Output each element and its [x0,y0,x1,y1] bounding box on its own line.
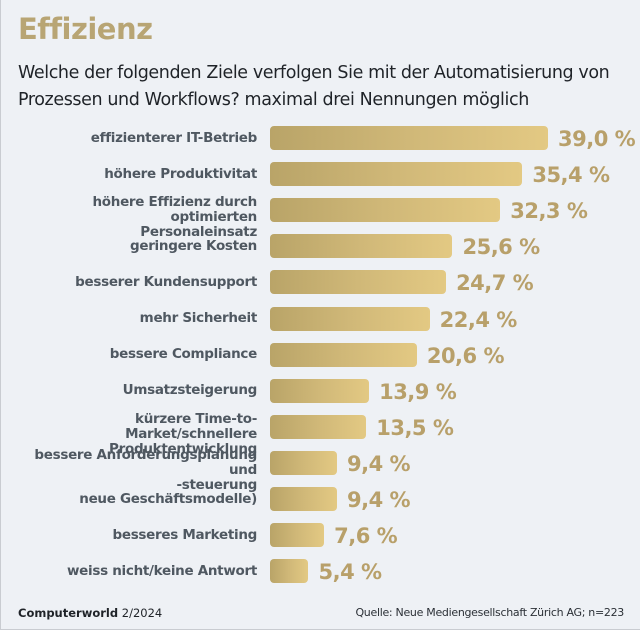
category-label-line: bessere Anforderungsplanung und [34,446,257,478]
bar [270,162,523,187]
category-label-line: neue Geschäftsmodelle) [79,490,257,507]
category-label-line: -steuerung [176,476,257,493]
value-label: 35,4 % [532,163,610,188]
category-label: effizienterer IT-Betrieb [7,129,258,146]
category-label: neue Geschäftsmodelle) [7,490,257,507]
bar [270,270,447,295]
category-label-line: Personaleinsatz [140,224,257,241]
category-label-line: bessere Compliance [109,346,258,363]
category-label-line: weiss nicht/keine Antwort [67,562,257,579]
value-label: 9,4 % [347,451,411,476]
bar [270,450,337,475]
category-label-line: höhere Effizienz durch optimierten [92,194,257,226]
bar [270,414,367,439]
chart-title: Effizienz [18,12,153,46]
category-label: Umsatzsteigerung [7,382,258,399]
value-label: 22,4 % [439,307,518,332]
category-label-line: besserer Kundensupport [75,273,257,290]
category-label-line: besseres Marketing [112,526,257,543]
category-label-line: kürzere Time-to-Market/schnellere [125,410,257,442]
value-label: 20,6 % [426,343,505,368]
category-label-line: mehr Sicherheit [139,310,258,326]
category-label-line: effizienterer IT-Betrieb [90,129,258,146]
category-label: besseres Marketing [7,526,257,543]
value-label: 13,9 % [379,379,457,404]
value-label: 32,3 % [510,199,588,224]
value-label: 13,5 % [376,415,454,440]
category-label: geringere Kosten [7,237,257,254]
bar [270,306,430,331]
bar [270,378,370,403]
category-label: höhere Produktivitat [7,165,257,182]
chart-subtitle: Welche der folgenden Ziele verfolgen Sie… [18,63,610,110]
value-label: 24,7 % [456,271,534,296]
source-note: Quelle: Neue Mediengesellschaft Zürich A… [355,606,624,619]
category-label: höhere Effizienz durch optimierten Person… [7,195,257,240]
bar [270,234,453,259]
category-label: besserer Kundensupport [7,273,257,290]
publication-name: Computerworld [18,606,119,620]
category-label: kürzere Time-to-Market/schnellere Produkt… [7,410,257,457]
value-label: 5,4 % [318,560,382,585]
category-label: bessere Compliance [7,346,258,363]
value-label: 7,6 % [334,524,398,549]
category-label: mehr Sicherheit [7,310,258,326]
publication-credit: Computerworld 2/2024 [18,606,162,620]
category-label: bessere Anforderungsplanung und -steuerun… [7,446,257,493]
value-label: 39,0 % [558,127,636,151]
category-label-line: Produktentwicklung [109,440,257,457]
value-label: 25,6 % [462,235,540,260]
publication-issue: 2/2024 [121,606,163,620]
category-label: weiss nicht/keine Antwort [7,562,257,579]
category-label-line: höhere Produktivitat [104,165,257,182]
bar [270,523,325,548]
bar [270,559,309,584]
category-label-line: geringere Kosten [129,237,257,254]
bar [270,126,548,150]
value-label: 9,4 % [347,488,411,512]
category-label-line: Umsatzsteigerung [122,382,258,399]
bar [270,198,501,223]
bar [270,342,417,367]
bar [270,487,337,511]
